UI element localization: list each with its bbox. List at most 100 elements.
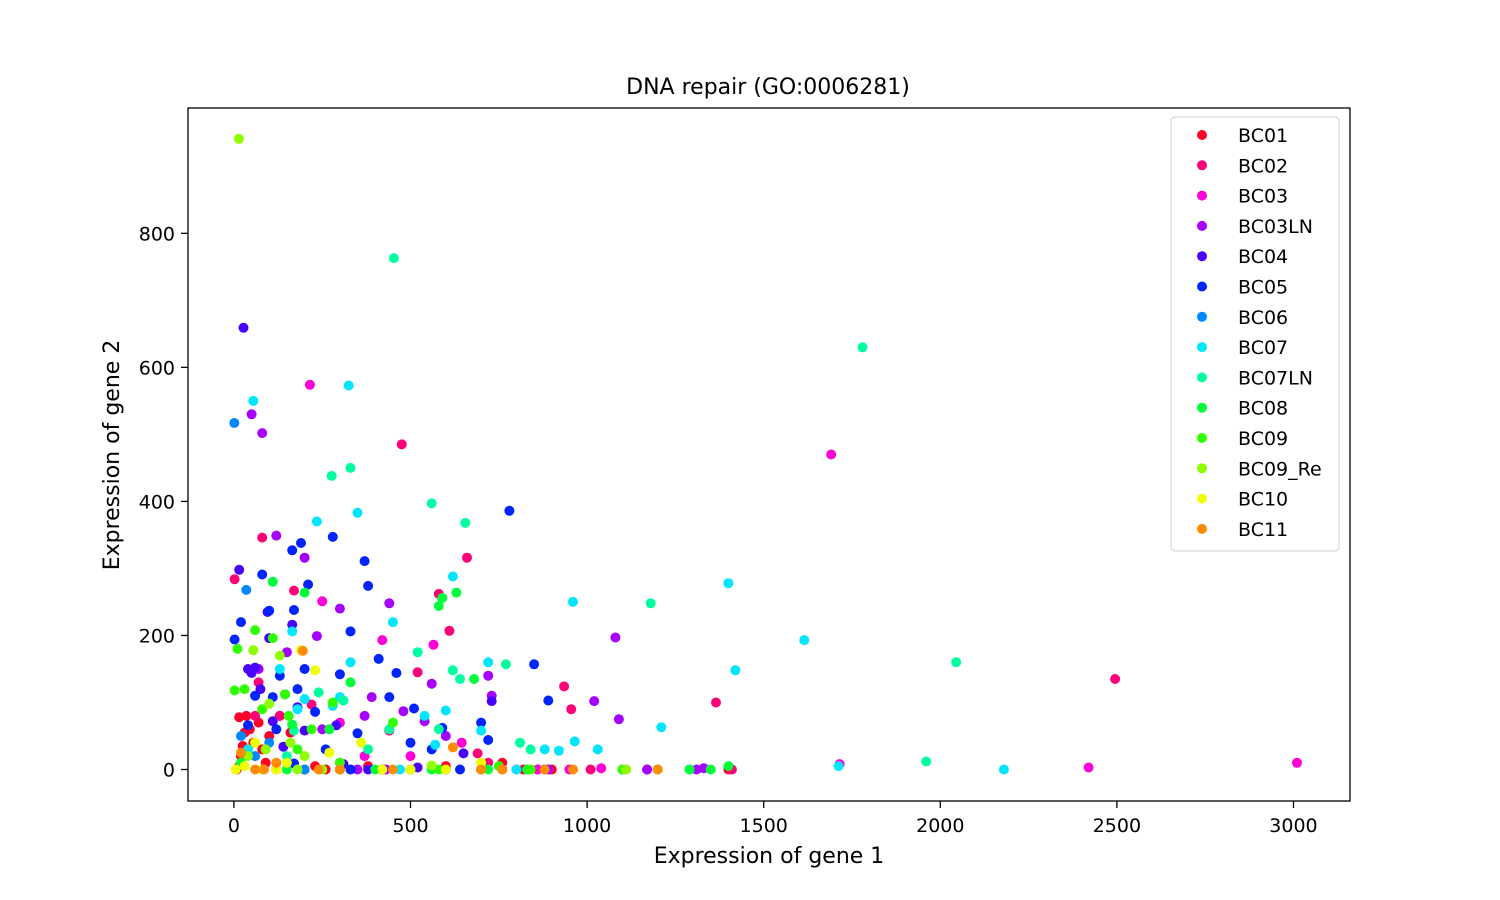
series-bc11 [236,645,663,775]
data-point [826,449,837,460]
data-point [287,626,298,637]
data-point [405,764,416,775]
data-point [1083,762,1094,773]
plot-frame [187,107,1351,802]
data-point [317,724,328,735]
data-point [274,650,285,661]
data-point [444,625,455,636]
data-point [460,517,471,528]
data-point [426,678,437,689]
data-point [366,692,377,703]
data-point [345,626,356,637]
data-point [334,603,345,614]
data-point [271,724,282,735]
data-point [264,698,275,709]
legend-label: BC03 [1238,186,1288,208]
legend-marker [1197,160,1207,171]
legend-marker [1197,342,1207,353]
data-point [497,764,508,775]
data-point [250,710,261,721]
data-point [377,764,388,775]
data-point [229,418,240,428]
data-point [313,687,324,698]
legend-label: BC05 [1238,277,1288,299]
legend-marker [1197,372,1207,383]
data-point [292,704,303,715]
data-point [857,342,868,353]
legend-label: BC10 [1238,489,1288,511]
x-tick-label: 2500 [1093,815,1141,837]
data-point [257,532,268,543]
data-point [299,694,310,705]
data-point [241,710,252,721]
data-point [363,744,374,755]
data-point [396,439,407,450]
data-point [569,736,580,747]
data-point [799,635,810,646]
data-point [951,657,962,668]
legend-marker [1197,281,1207,292]
data-point [306,724,317,735]
legend-label: BC09 [1238,428,1288,450]
data-point [229,634,240,645]
data-point [387,764,398,775]
data-point [370,764,381,775]
data-point [299,587,310,598]
legend-marker [1197,463,1207,474]
data-point [515,737,525,748]
data-point [589,696,600,707]
data-point [280,689,291,700]
data-point [458,748,469,759]
data-point [566,704,577,715]
legend-marker [1197,251,1207,262]
axes-layer: 0 500 1000 1500 2000 2500 3000 0 200 400 600 800 [139,223,1318,837]
data-point [317,596,328,607]
data-point [267,633,278,644]
data-point [723,578,734,589]
data-point [405,737,416,748]
data-point [472,748,483,759]
data-point [529,659,540,670]
data-point [359,556,370,567]
data-point [921,756,932,767]
data-point [292,764,303,775]
data-point [568,764,578,775]
data-point [462,552,472,563]
legend-marker [1197,190,1207,201]
x-tick-label: 2000 [916,815,964,837]
data-point [246,668,257,678]
data-point [345,462,356,473]
data-point [433,601,444,611]
data-point [334,669,345,680]
y-tick-label: 200 [139,625,175,647]
legend-marker [1197,433,1207,443]
data-point [723,761,734,772]
data-point [236,731,246,741]
data-point [387,617,398,628]
data-point [232,643,243,654]
data-point [447,571,458,582]
data-point [271,757,282,768]
data-point [234,564,245,575]
legend-label: BC02 [1238,155,1288,177]
data-point [543,695,554,706]
data-point [233,133,244,144]
data-point [250,625,261,636]
data-point [257,704,268,715]
data-point [377,635,388,646]
data-point [433,724,444,735]
legend-entries: BC01 BC02 BC03 BC03LN BC04 BC05 BC06 BC07 BC07LN… [1197,125,1322,541]
series-bc08 [236,576,734,775]
legend-label: BC03LN [1238,216,1313,238]
data-point [394,764,405,775]
data-point [296,538,306,548]
data-point [447,665,458,676]
data-point [705,764,716,775]
y-tick-label: 0 [163,760,175,782]
data-point [391,668,402,678]
data-point [440,764,451,775]
legend-label: BC07LN [1238,367,1313,389]
data-point [387,717,398,728]
data-point [345,657,356,668]
data-point [267,716,278,727]
